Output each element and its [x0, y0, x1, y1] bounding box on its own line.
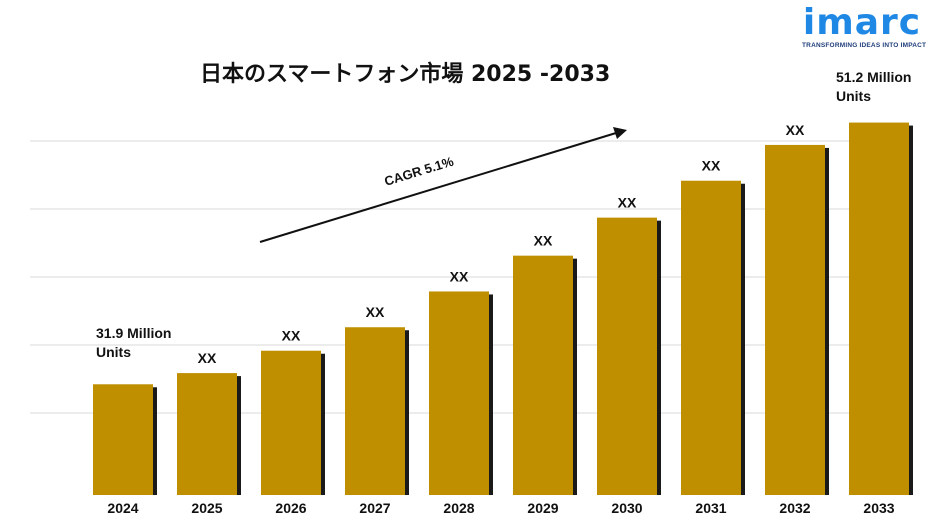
bar-2026 — [261, 350, 321, 495]
logo-wordmark: imarc — [802, 2, 922, 43]
chart-title: 日本のスマートフォン市場 2025 -2033 — [200, 62, 611, 87]
x-tick-label-2026: 2026 — [275, 500, 306, 516]
x-tick-label-2027: 2027 — [359, 500, 390, 516]
x-tick-label-2031: 2031 — [695, 500, 726, 516]
x-tick-label-2029: 2029 — [527, 500, 558, 516]
x-tick-label-2033: 2033 — [863, 500, 894, 516]
bar-2025 — [177, 373, 237, 495]
cagr-arrow-head — [613, 127, 627, 139]
end-value-line2: Units — [836, 88, 871, 104]
bar-2027 — [345, 327, 405, 495]
x-tick-label-2028: 2028 — [443, 500, 474, 516]
data-label-2029: XX — [534, 233, 553, 249]
x-tick-label-2024: 2024 — [107, 500, 138, 516]
start-value-line2: Units — [96, 344, 131, 360]
imarc-logo: imarc TRANSFORMING IDEAS INTO IMPACT — [802, 2, 927, 50]
cagr-arrow-line — [259, 132, 617, 243]
logo-tagline: TRANSFORMING IDEAS INTO IMPACT — [802, 42, 927, 49]
end-value-annotation: 51.2 Million Units — [836, 68, 911, 106]
bar-2029 — [513, 255, 573, 495]
bar-2030 — [597, 217, 657, 495]
data-label-2026: XX — [282, 328, 301, 344]
bar-2032 — [765, 144, 825, 495]
bar-2024 — [93, 384, 153, 495]
x-tick-label-2030: 2030 — [611, 500, 642, 516]
bar-2033 — [849, 122, 909, 495]
bar-2028 — [429, 291, 489, 495]
x-tick-label-2025: 2025 — [191, 500, 222, 516]
start-value-line1: 31.9 Million — [96, 325, 172, 341]
data-label-2027: XX — [366, 304, 385, 320]
x-tick-label-2032: 2032 — [779, 500, 810, 516]
cagr-label: CAGR 5.1% — [382, 153, 455, 188]
data-label-2031: XX — [702, 158, 721, 174]
start-value-annotation: 31.9 Million Units — [96, 324, 171, 362]
data-label-2025: XX — [198, 350, 217, 366]
data-label-2028: XX — [450, 268, 469, 284]
data-label-2030: XX — [618, 195, 637, 211]
data-label-2032: XX — [786, 122, 805, 138]
bar-2031 — [681, 180, 741, 495]
end-value-line1: 51.2 Million — [836, 69, 912, 85]
